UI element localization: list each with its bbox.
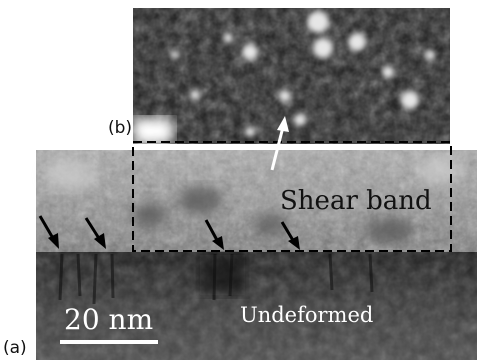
panel-label-a: (a) xyxy=(3,338,27,358)
shear-band-dashed-box xyxy=(132,141,452,252)
scale-bar-line xyxy=(60,340,158,344)
interface-marker-arrow-icon-4 xyxy=(280,221,300,250)
panel-label-b: (b) xyxy=(108,118,133,138)
interface-marker-arrow-icon-2 xyxy=(84,217,106,249)
interface-marker-arrow-icon-1 xyxy=(38,215,59,249)
scale-bar-label: 20 nm xyxy=(64,303,154,336)
inset-pointer-arrow-icon xyxy=(270,116,289,171)
shear-band-label: Shear band xyxy=(280,186,432,216)
undeformed-label: Undeformed xyxy=(240,303,374,327)
inset-micrograph-b xyxy=(133,8,450,144)
interface-marker-arrow-icon-3 xyxy=(204,219,224,250)
